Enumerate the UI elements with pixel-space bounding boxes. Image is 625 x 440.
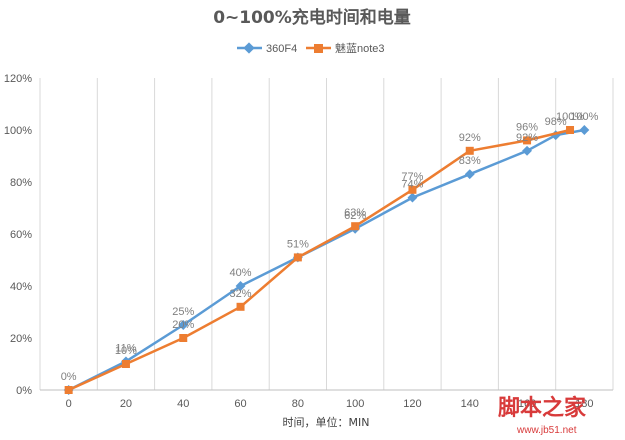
data-point-360f4 bbox=[407, 192, 418, 203]
data-label-360f4: 40% bbox=[230, 267, 252, 279]
y-tick-label: 80% bbox=[10, 177, 32, 189]
data-point-meilan bbox=[64, 386, 73, 394]
x-tick-label: 40 bbox=[177, 398, 189, 410]
x-axis-title: 时间，单位：MIN bbox=[283, 415, 370, 429]
data-point-360f4 bbox=[464, 169, 475, 180]
data-label-meilan: 32% bbox=[230, 288, 252, 300]
watermark: 脚本之家 www.jb51.net bbox=[498, 395, 587, 436]
y-tick-label: 40% bbox=[10, 281, 32, 293]
y-tick-label: 0% bbox=[16, 385, 32, 397]
data-point-360f4 bbox=[579, 125, 590, 135]
data-label-meilan: 10% bbox=[115, 345, 137, 357]
x-tick-label: 0 bbox=[66, 398, 72, 410]
data-point-meilan bbox=[523, 136, 532, 145]
watermark-text: 脚本之家 bbox=[498, 395, 587, 421]
y-tick-label: 60% bbox=[10, 229, 32, 241]
x-tick-label: 120 bbox=[403, 398, 421, 410]
legend-marker-meilan bbox=[314, 44, 323, 53]
data-point-meilan bbox=[121, 360, 130, 368]
x-tick-label: 20 bbox=[120, 398, 132, 410]
data-label-360f4: 11% bbox=[115, 342, 136, 354]
x-tick-label: 100 bbox=[346, 398, 364, 410]
data-label-meilan: 100% bbox=[556, 111, 584, 123]
y-tick-label: 120% bbox=[4, 73, 32, 85]
data-label-meilan: 77% bbox=[401, 171, 423, 183]
data-label-360f4: 25% bbox=[172, 306, 194, 318]
x-tick-label: 80 bbox=[292, 398, 304, 410]
data-point-meilan bbox=[179, 334, 188, 342]
data-point-meilan bbox=[566, 126, 575, 134]
data-point-360f4 bbox=[522, 145, 532, 156]
data-point-meilan bbox=[408, 185, 417, 194]
legend: 360F4 魅蓝note3 bbox=[237, 41, 385, 55]
data-label-meilan: 63% bbox=[344, 207, 366, 219]
watermark-url: www.jb51.net bbox=[516, 425, 577, 436]
data-label-meilan: 20% bbox=[172, 319, 194, 331]
data-point-360f4 bbox=[178, 320, 189, 330]
legend-label-360f4: 360F4 bbox=[266, 43, 297, 55]
series-line-meilan bbox=[68, 128, 571, 392]
x-tick-label: 180 bbox=[575, 398, 593, 410]
x-tick-label: 160 bbox=[518, 398, 536, 410]
data-label-360f4: 100% bbox=[570, 111, 598, 123]
x-tick-label: 60 bbox=[234, 398, 246, 410]
y-tick-label: 100% bbox=[4, 125, 32, 137]
chart-title: 0~100%充电时间和电量 bbox=[213, 7, 411, 28]
data-point-meilan bbox=[351, 222, 360, 231]
y-tick-label: 20% bbox=[10, 333, 32, 345]
data-point-meilan bbox=[236, 302, 245, 311]
data-label-360f4: 92% bbox=[516, 132, 538, 144]
data-point-meilan bbox=[293, 253, 302, 262]
data-label-360f4: 0% bbox=[61, 371, 77, 383]
data-point-meilan bbox=[465, 146, 474, 155]
data-label-360f4: 98% bbox=[545, 116, 567, 128]
data-point-360f4 bbox=[235, 281, 246, 291]
legend-label-meilan: 魅蓝note3 bbox=[335, 41, 385, 55]
data-label-meilan: 96% bbox=[516, 121, 538, 133]
x-tick-label: 140 bbox=[461, 398, 479, 410]
legend-marker-360f4 bbox=[243, 42, 255, 54]
data-label-meilan: 92% bbox=[459, 132, 481, 144]
data-label-360f4: 83% bbox=[459, 155, 481, 167]
data-label-360f4: 62% bbox=[344, 210, 366, 222]
data-label-360f4: 51% bbox=[287, 238, 309, 250]
data-label-360f4: 74% bbox=[401, 179, 423, 191]
